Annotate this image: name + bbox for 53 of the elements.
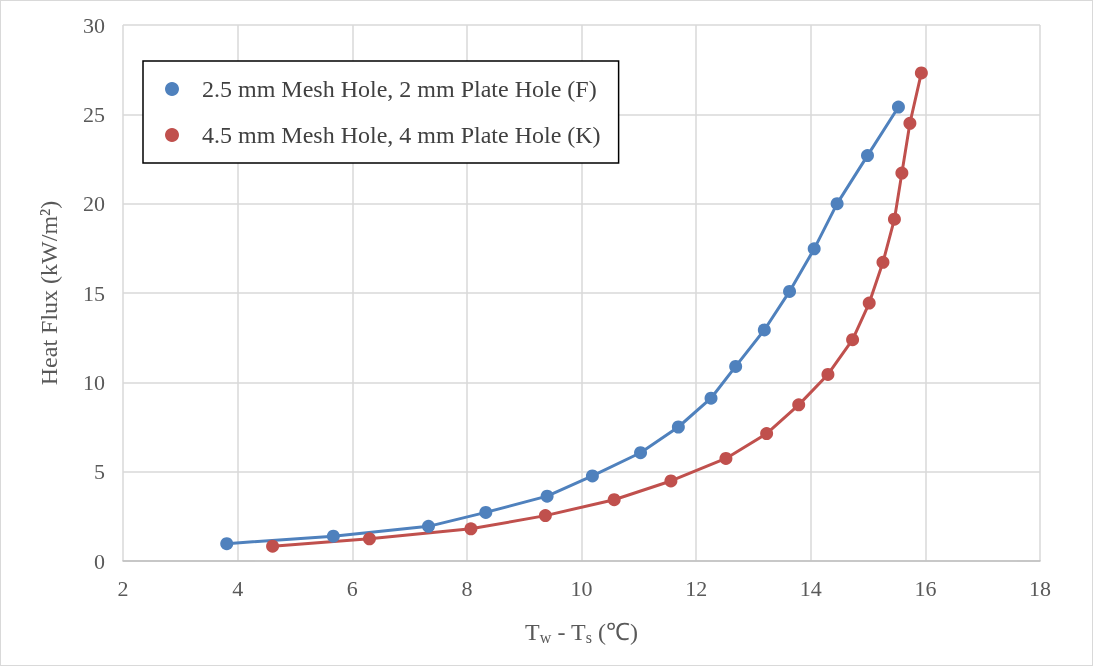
point <box>887 212 901 226</box>
y-tick-label: 10 <box>83 369 105 395</box>
y-tick-label: 25 <box>83 101 105 127</box>
x-tick-label: 4 <box>232 575 244 601</box>
point <box>704 391 718 405</box>
point <box>326 529 340 543</box>
point <box>538 509 552 523</box>
point <box>607 493 621 507</box>
point <box>876 255 890 269</box>
x-tick-label: 16 <box>914 575 937 601</box>
x-tick-label: 6 <box>346 575 358 601</box>
x-tick-label: 10 <box>570 575 593 601</box>
point <box>792 398 806 412</box>
point <box>421 519 435 533</box>
point <box>362 532 376 546</box>
point <box>914 66 928 80</box>
point <box>757 323 771 337</box>
point <box>634 446 648 460</box>
y-axis-title: Heat Flux (kW/m²) <box>36 200 62 386</box>
point <box>846 333 860 347</box>
point <box>729 359 743 373</box>
point <box>830 197 844 211</box>
x-tick-label: 14 <box>799 575 822 601</box>
point <box>719 451 733 465</box>
point <box>464 522 478 536</box>
y-tick-label: 30 <box>83 12 105 38</box>
y-tick-label: 20 <box>83 191 105 217</box>
point <box>903 116 917 130</box>
point <box>783 284 797 298</box>
point <box>671 420 685 434</box>
legend-label: 2.5 mm Mesh Hole, 2 mm Plate Hole (F) <box>202 76 597 102</box>
y-tick-label: 0 <box>94 548 105 574</box>
x-axis-title: Tw - Ts (℃) <box>524 619 639 646</box>
legend-label: 4.5 mm Mesh Hole, 4 mm Plate Hole (K) <box>202 122 601 148</box>
point <box>760 427 774 441</box>
point <box>479 505 493 519</box>
x-tick-label: 12 <box>685 575 708 601</box>
point <box>807 242 821 256</box>
point <box>220 537 234 551</box>
y-tick-label: 5 <box>94 459 105 485</box>
x-tick-label: 8 <box>461 575 473 601</box>
x-tick-label: 2 <box>117 575 129 601</box>
point <box>540 489 554 503</box>
point <box>664 474 678 488</box>
x-tick-label: 18 <box>1029 575 1051 601</box>
y-tick-label: 15 <box>83 280 105 306</box>
point <box>861 149 874 163</box>
point <box>266 539 280 553</box>
point <box>821 367 835 381</box>
point <box>862 296 876 310</box>
point <box>585 469 599 483</box>
point <box>891 100 905 114</box>
point <box>895 166 909 180</box>
